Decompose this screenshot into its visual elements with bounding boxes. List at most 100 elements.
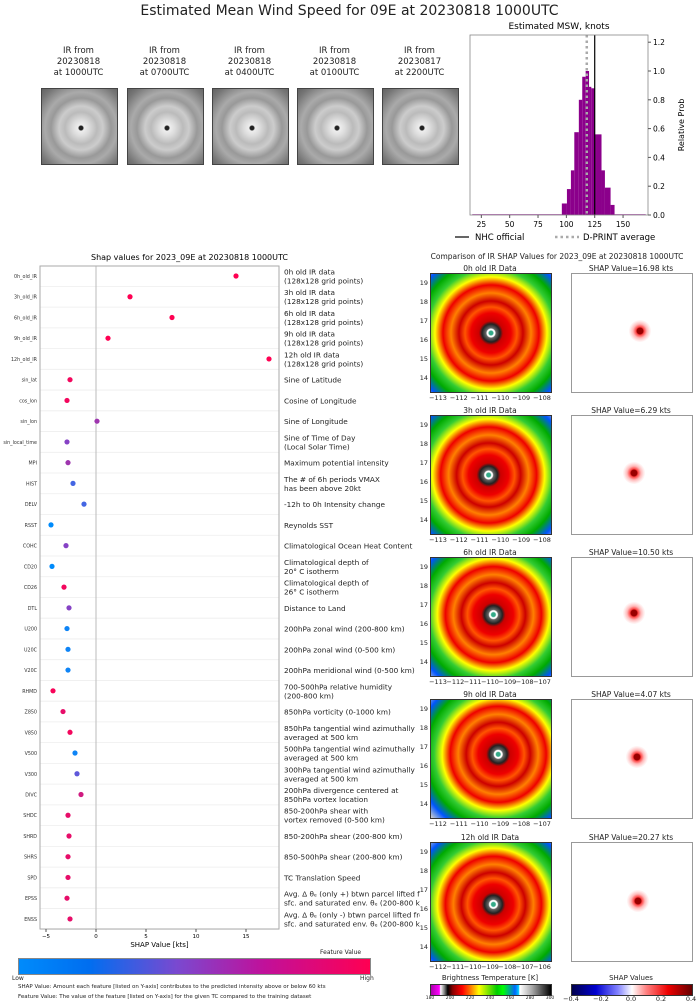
x-tick-label: −5 bbox=[42, 934, 51, 940]
histogram-bar bbox=[601, 170, 605, 215]
histogram-bar bbox=[570, 170, 575, 215]
colorbar-low-label: Low bbox=[12, 975, 24, 982]
lat-tick-label: 14 bbox=[419, 516, 428, 524]
ir-thumbnail-image bbox=[297, 88, 374, 165]
lon-tick-label: −109 bbox=[481, 963, 499, 971]
ir-panel-title: 3h old IR Data bbox=[463, 406, 517, 415]
shap-panel-title: SHAP Value=4.07 kts bbox=[591, 690, 671, 699]
feature-description: 300hPa tangential wind azimuthally bbox=[284, 765, 415, 774]
lon-tick-label: −106 bbox=[533, 963, 551, 971]
feature-description: -12h to 0h Intensity change bbox=[284, 500, 386, 509]
y-tick-label: 0.0 bbox=[653, 211, 665, 220]
lon-tick-label: −110 bbox=[463, 963, 482, 971]
shap-point bbox=[50, 688, 56, 694]
feature-description: Sine of Latitude bbox=[284, 376, 342, 385]
shap-tick-label: −0.2 bbox=[593, 995, 609, 1003]
lon-tick-label: −111 bbox=[449, 820, 468, 828]
feature-description: Cosine of Longitude bbox=[284, 396, 357, 405]
lat-tick-label: 18 bbox=[419, 582, 428, 590]
thumbnail-label: 20230818 bbox=[56, 57, 101, 67]
feature-name: CD26 bbox=[24, 585, 37, 591]
feature-description: TC Translation Speed bbox=[283, 873, 360, 882]
shap-point bbox=[65, 874, 71, 881]
feature-name: SHRD bbox=[23, 834, 37, 840]
feature-name: SPD bbox=[27, 875, 37, 881]
shap-point bbox=[74, 771, 80, 777]
feature-description: Sine of Time of Day bbox=[284, 433, 356, 442]
feature-name: 6h_old_IR bbox=[14, 315, 38, 321]
shap-point bbox=[233, 273, 239, 279]
bt-colorbar-title: Brightness Temperature [K] bbox=[441, 974, 539, 982]
shap-map-image bbox=[571, 415, 693, 535]
lat-tick-label: 16 bbox=[419, 336, 428, 344]
feature-name: DTL bbox=[28, 606, 38, 612]
shap-point bbox=[49, 563, 55, 569]
lon-tick-label: −108 bbox=[533, 536, 551, 544]
feature-description: Climatological depth of bbox=[284, 579, 369, 588]
lat-tick-label: 17 bbox=[419, 601, 428, 609]
bt-colorbar bbox=[430, 984, 552, 996]
lat-tick-label: 19 bbox=[419, 421, 428, 429]
bt-tick-label: 280 bbox=[525, 996, 535, 1001]
feature-description: (128x128 grid points) bbox=[284, 339, 363, 348]
thumbnail-label: 20230817 bbox=[397, 57, 442, 67]
feature-description: averaged at 500 km bbox=[284, 733, 358, 742]
ir-brightness-image bbox=[430, 699, 552, 819]
lat-tick-label: 15 bbox=[419, 639, 428, 647]
lat-tick-label: 16 bbox=[419, 905, 428, 913]
feature-description: (Local Solar Time) bbox=[284, 442, 350, 451]
feature-description: (128x128 grid points) bbox=[284, 297, 363, 306]
shap-point bbox=[65, 646, 71, 652]
feature-description: Avg. Δ θₑ (only +) btwn parcel lifted fr… bbox=[284, 890, 420, 899]
lon-tick-label: −113 bbox=[429, 678, 447, 686]
feature-description: (128x128 grid points) bbox=[284, 318, 363, 327]
feature-description: Avg. Δ θₑ (only -) btwn parcel lifted fr… bbox=[284, 910, 420, 919]
histogram-bar bbox=[604, 187, 611, 215]
thumbnail-label: IR from bbox=[234, 46, 265, 56]
feature-description: 850-200hPa shear with bbox=[284, 807, 368, 816]
shap-tick-label: −0.4 bbox=[563, 995, 579, 1003]
thumbnail-label: at 1000UTC bbox=[53, 68, 104, 78]
feature-description: Sine of Longitude bbox=[284, 417, 348, 426]
feature-name: MPI bbox=[29, 461, 37, 467]
feature-description: 12h old IR data bbox=[284, 350, 340, 359]
feature-description: 200hPa zonal wind (200-800 km) bbox=[284, 625, 405, 634]
scatter-title: Shap values for 2023_09E at 20230818 100… bbox=[91, 253, 288, 262]
feature-description: 850-200hPa shear (200-800 km) bbox=[284, 832, 403, 841]
shap-tick-label: 0.0 bbox=[625, 995, 637, 1003]
lat-tick-label: 16 bbox=[419, 762, 428, 770]
feature-description: 850-500hPa shear (200-800 km) bbox=[284, 853, 403, 862]
lon-tick-label: −108 bbox=[498, 963, 517, 971]
thumbnail-label: 20230818 bbox=[312, 57, 357, 67]
feature-description: (128x128 grid points) bbox=[284, 277, 363, 286]
thumbnail-label: IR from bbox=[63, 46, 94, 56]
shap-map-image bbox=[571, 842, 693, 962]
lon-tick-label: −108 bbox=[512, 820, 531, 828]
shap-point bbox=[266, 356, 272, 362]
histogram-bar bbox=[574, 132, 579, 215]
lon-tick-label: −107 bbox=[533, 820, 551, 828]
shap-point bbox=[65, 854, 71, 860]
feature-description: averaged at 500 km bbox=[284, 774, 358, 783]
thumbnail-label: IR from bbox=[149, 46, 180, 56]
shap-point bbox=[81, 501, 87, 507]
y-tick-label: 0.2 bbox=[653, 182, 665, 191]
lat-tick-label: 14 bbox=[419, 943, 428, 951]
feature-name: 0h_old_IR bbox=[14, 274, 38, 280]
bt-tick-label: 200 bbox=[445, 996, 455, 1001]
thumbnail-label: at 0700UTC bbox=[139, 68, 190, 78]
lon-tick-label: −109 bbox=[512, 394, 531, 402]
feature-name: V500 bbox=[25, 751, 37, 757]
feature-name: RHMD bbox=[22, 689, 37, 695]
feature-name: V300 bbox=[25, 772, 37, 778]
feature-description: 26° C isotherm bbox=[284, 588, 339, 597]
feature-name: RSST bbox=[25, 523, 37, 529]
feature-name: Z850 bbox=[25, 710, 37, 716]
lon-tick-label: −111 bbox=[470, 536, 489, 544]
histogram-frame bbox=[469, 34, 649, 216]
ir-panel-title: 6h old IR Data bbox=[463, 548, 517, 557]
feature-name: sin_lat bbox=[22, 378, 38, 384]
feature-description: averaged at 500 km bbox=[284, 754, 358, 763]
x-tick-label: 50 bbox=[505, 220, 515, 229]
